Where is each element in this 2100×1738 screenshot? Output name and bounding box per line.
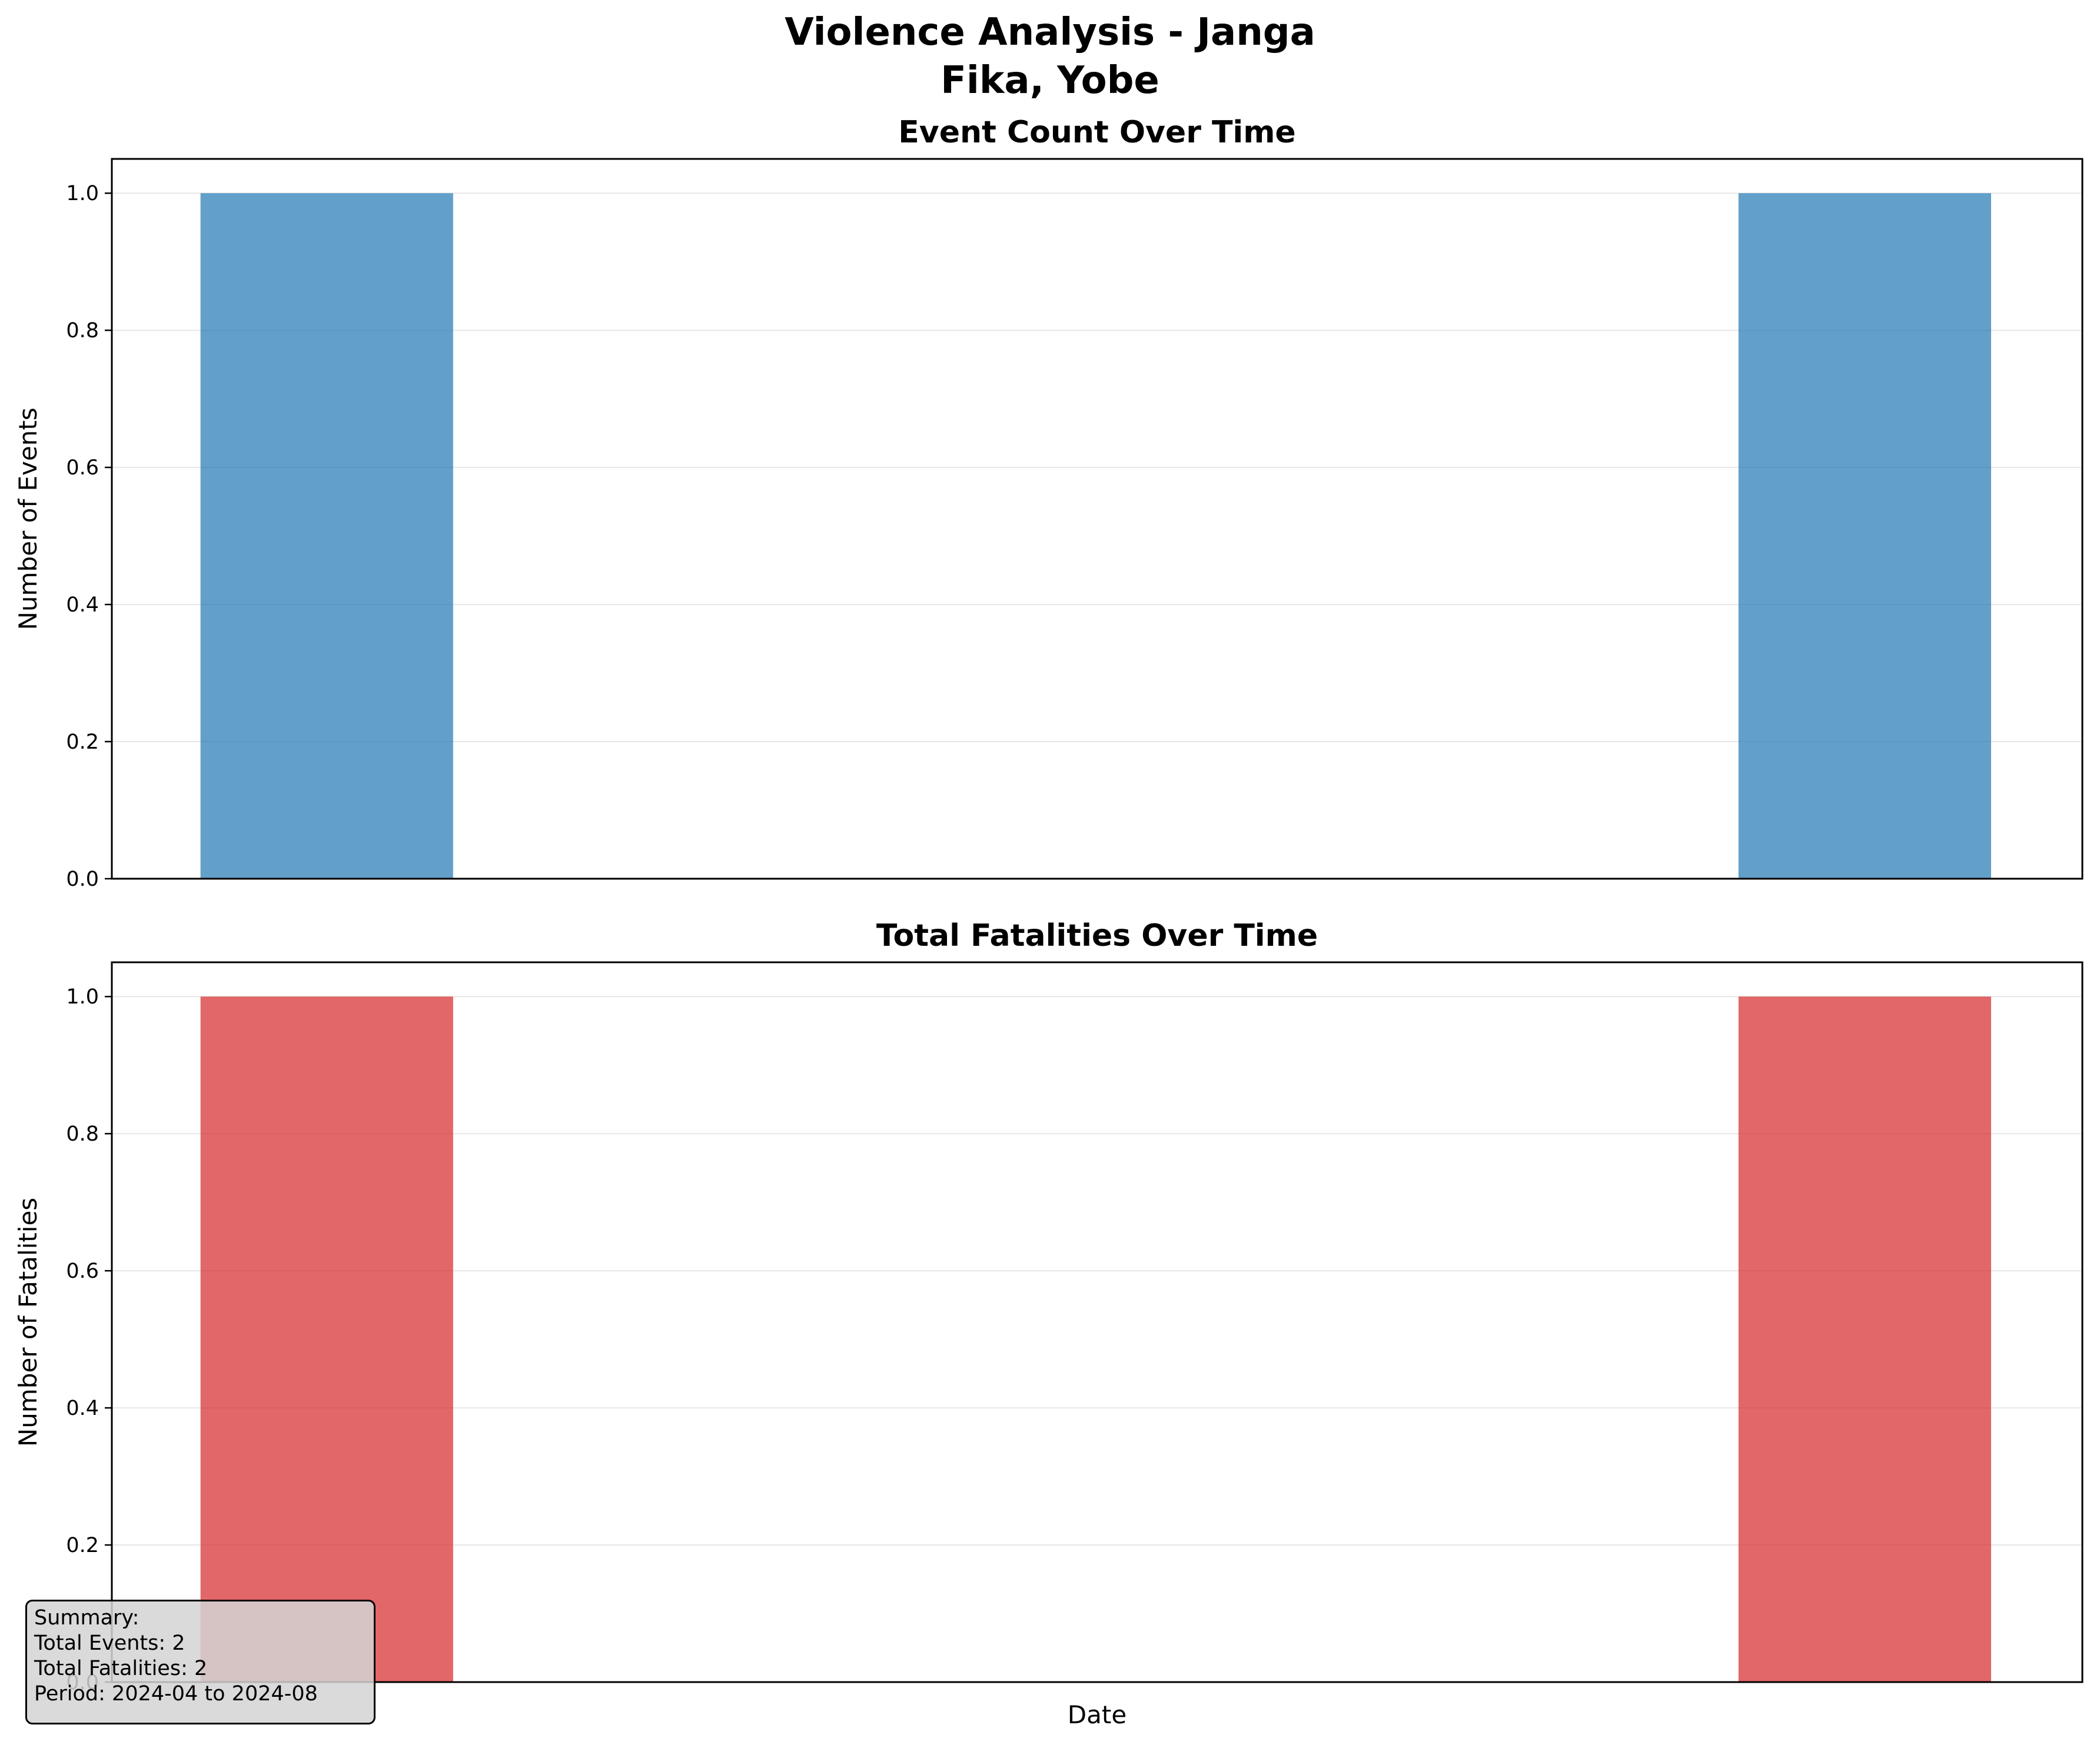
y-tick-label: 0.2: [66, 1534, 99, 1557]
x-axis-label: Date: [1068, 1700, 1127, 1729]
summary-total-fatalities: Total Fatalities: 2: [34, 1657, 208, 1680]
y-tick-label: 0.8: [66, 319, 99, 343]
y-axis-label: Number of Fatalities: [14, 1198, 42, 1447]
summary-heading: Summary:: [34, 1606, 139, 1630]
y-tick-label: 0.6: [66, 456, 99, 480]
bar-2024-04: [200, 193, 453, 879]
y-tick-label: 0.4: [66, 593, 99, 617]
summary-period: Period: 2024-04 to 2024-08: [34, 1682, 318, 1706]
summary-total-events: Total Events: 2: [34, 1631, 185, 1655]
bar-2024-08: [1738, 193, 1991, 879]
y-tick-label: 0.2: [66, 730, 99, 754]
y-tick-label: 0.4: [66, 1397, 99, 1420]
y-axis-label: Number of Events: [14, 407, 42, 630]
axes-frame: [111, 961, 2084, 1683]
summary-box: Summary: Total Events: 2 Total Fatalitie…: [25, 1600, 376, 1724]
events-subplot: 0.0 0.2 0.4 0.6 0.8 1.0 Event Count Over Time N…: [14, 115, 2084, 891]
subplot-title: Total Fatalities Over Time: [876, 918, 1318, 953]
y-tick-label: 1.0: [66, 182, 99, 205]
bar-2024-04: [200, 996, 453, 1682]
figure-title-line2: Fika, Yobe: [941, 59, 1159, 102]
figure-title-line1: Violence Analysis - Janga: [785, 11, 1315, 54]
y-tick-label: 0.6: [66, 1260, 99, 1283]
y-tick-label: 0.8: [66, 1122, 99, 1146]
y-tick-label: 0.0: [66, 868, 99, 891]
y-tick-label: 1.0: [66, 985, 99, 1009]
bar-2024-08: [1738, 996, 1991, 1682]
subplot-title: Event Count Over Time: [898, 115, 1295, 150]
axes-frame: [111, 158, 2084, 880]
